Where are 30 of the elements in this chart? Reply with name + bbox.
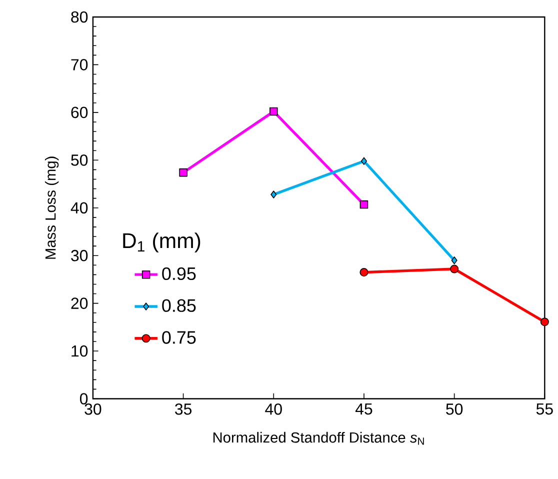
x-tick-label: 45 <box>355 404 372 415</box>
point <box>451 256 458 264</box>
y-tick-label: 50 <box>71 154 88 166</box>
x-tick-label: 50 <box>446 404 463 415</box>
point <box>360 268 368 277</box>
x-tick-label: 35 <box>175 404 192 415</box>
point <box>270 107 278 116</box>
legend-title: D$_{1}$ (mm) <box>123 232 200 253</box>
legend-label: 0.85 <box>162 299 196 312</box>
x-tick-label: 40 <box>265 404 282 415</box>
y-tick-label: 30 <box>71 250 88 262</box>
y-tick-label: 20 <box>71 298 88 310</box>
legend-label: 0.95 <box>162 267 196 280</box>
x-axis-title: Normalized Standoff Distance s$_{N}$ <box>213 432 424 445</box>
point <box>179 168 188 177</box>
x-tick-label: 55 <box>536 404 553 415</box>
y-tick-label: 70 <box>71 59 88 70</box>
y-tick-label: 0 <box>80 393 88 405</box>
legend-label: 0.75 <box>162 331 196 344</box>
point <box>450 264 459 274</box>
y-tick-label: 60 <box>71 106 88 118</box>
point <box>360 200 368 209</box>
point <box>540 318 549 326</box>
point <box>270 190 277 199</box>
point <box>360 157 367 166</box>
y-axis-title: Mass Loss (mg) <box>44 156 59 259</box>
y-tick-label: 40 <box>70 202 88 214</box>
y-tick-label: 80 <box>71 11 88 23</box>
x-tick-label: 30 <box>84 404 102 415</box>
y-tick-label: 10 <box>72 346 88 357</box>
